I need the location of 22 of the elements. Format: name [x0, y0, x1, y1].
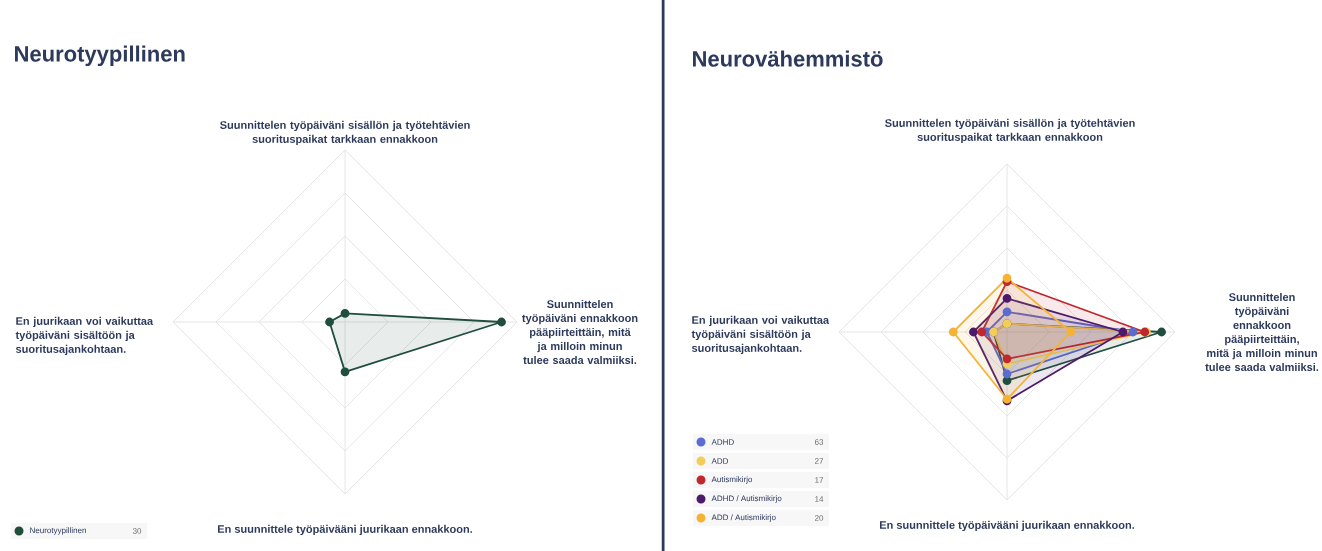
- legend-label: ADHD / Autismikirjo: [711, 495, 782, 503]
- chart-title: Neurotyypillinen: [15, 45, 185, 67]
- spoke-label: Suunnittelen työpäiväni sisällön ja työtehtävien suorituspaikat tarkkaan ennakkoon: [220, 120, 470, 146]
- legend-label: ADD / Autismikirjo: [711, 514, 776, 522]
- spoke-label: En suunnittele työpäivääni juurikaan ennakkoon.: [879, 520, 1134, 532]
- text: 30: [132, 528, 142, 534]
- spoke-label: Suunnittelen työpäiväni ennakkoon pääpiirteittäin, mitä ja milloin minun tulee saada valmiiksi.: [522, 299, 638, 365]
- spoke-label: Suunnittelen työpäiväni ennakkoon pääpiirteittäin, mitä ja milloin minun tulee saada valmiiksi.: [1205, 292, 1319, 372]
- legend-label: ADD: [711, 458, 729, 464]
- text: 63: [814, 439, 824, 445]
- legend-label: ADHD: [711, 439, 734, 445]
- chart-title: Neurovähemmistö: [693, 50, 883, 67]
- spoke-label: En juurikaan voi vaikuttaa työpäiväni sisältöön ja suoritusajankohtaan.: [691, 315, 830, 355]
- text: 14: [815, 496, 824, 502]
- legend-label: Autismikirjo: [711, 476, 753, 484]
- spoke-label: Suunnittelen työpäiväni sisällön ja työtehtävien suorituspaikat tarkkaan ennakkoon: [885, 118, 1135, 144]
- text: 17: [815, 477, 824, 483]
- text: 27: [814, 458, 824, 464]
- text: 20: [814, 515, 824, 521]
- legend-label: Neurotyypillinen: [30, 527, 86, 535]
- spoke-label: En juurikaan voi vaikuttaa työpäiväni sisältöön ja suoritusajankohtaan.: [15, 316, 154, 356]
- spoke-label: En suunnittele työpäivääni juurikaan ennakkoon.: [218, 524, 472, 536]
